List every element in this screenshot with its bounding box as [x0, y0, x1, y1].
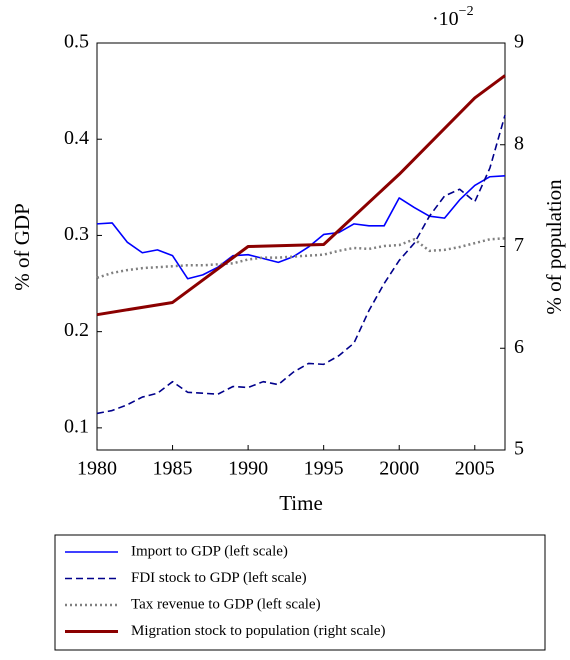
legend-label: Tax revenue to GDP (left scale) — [131, 596, 321, 612]
x-tick-label: 1995 — [304, 458, 344, 480]
legend-label: Import to GDP (left scale) — [131, 543, 288, 559]
x-tick-label: 1990 — [228, 458, 268, 480]
x-tick-label: 1980 — [77, 458, 117, 480]
series-line — [96, 74, 506, 317]
x-tick-label: 1985 — [153, 458, 193, 480]
y2-tick-label: 9 — [514, 31, 524, 53]
multiplier-exponent: −2 — [459, 4, 474, 19]
y-tick-label: 0.5 — [64, 31, 89, 53]
y-tick-label: 0.2 — [64, 319, 89, 341]
y2-tick-label: 5 — [514, 438, 524, 460]
legend-label: Migration stock to population (right sca… — [131, 623, 386, 639]
y2-tick-label: 7 — [514, 234, 524, 256]
multiplier-base: ·10 — [432, 8, 459, 30]
series-line — [96, 114, 506, 415]
y-axis-label: % of GDP — [10, 203, 34, 291]
y2-tick-label: 6 — [514, 336, 524, 358]
y-tick-label: 0.4 — [64, 127, 89, 149]
x-axis-label: Time — [279, 491, 323, 515]
y2-tick-label: 8 — [514, 132, 524, 154]
series-line — [96, 174, 506, 280]
series-line — [96, 237, 506, 279]
legend — [54, 534, 546, 651]
legend-label: FDI stock to GDP (left scale) — [131, 570, 307, 586]
y2-axis-label: % of population — [542, 179, 566, 315]
x-tick-label: 2000 — [379, 458, 419, 480]
y-tick-label: 0.3 — [64, 223, 89, 245]
y-tick-label: 0.1 — [64, 415, 89, 437]
x-tick-label: 2005 — [455, 458, 495, 480]
y2-multiplier: ·10−2 — [432, 4, 474, 29]
